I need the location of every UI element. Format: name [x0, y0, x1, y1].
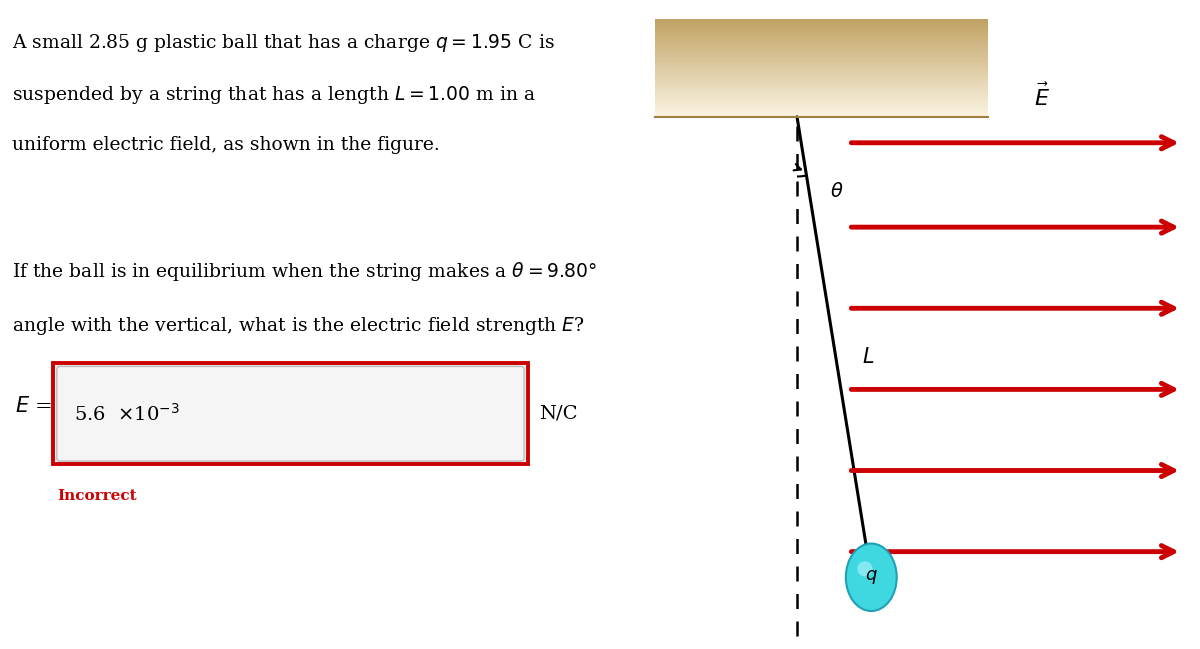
Bar — [655, 65, 988, 68]
Bar — [655, 107, 988, 110]
Text: 5.6  $\times$10$^{-3}$: 5.6 $\times$10$^{-3}$ — [74, 403, 180, 424]
Bar — [655, 62, 988, 65]
Text: $\theta$: $\theta$ — [830, 182, 844, 201]
Bar — [655, 23, 988, 26]
Text: Incorrect: Incorrect — [58, 489, 137, 503]
Bar — [655, 36, 988, 39]
Text: A small 2.85 g plastic ball that has a charge $q = 1.95$ C is: A small 2.85 g plastic ball that has a c… — [12, 32, 556, 55]
Bar — [655, 110, 988, 114]
Bar — [655, 101, 988, 104]
Bar — [655, 55, 988, 58]
Bar — [655, 104, 988, 107]
Text: $q$: $q$ — [865, 569, 877, 586]
Bar — [655, 19, 988, 23]
Bar — [655, 49, 988, 52]
Bar — [655, 45, 988, 49]
Ellipse shape — [846, 543, 896, 611]
Text: $\vec{E}$: $\vec{E}$ — [1034, 84, 1050, 111]
Bar — [655, 97, 988, 101]
Bar — [655, 42, 988, 45]
Bar — [655, 26, 988, 29]
FancyBboxPatch shape — [53, 363, 528, 464]
Bar — [655, 75, 988, 78]
Text: suspended by a string that has a length $L = 1.00$ m in a: suspended by a string that has a length … — [12, 84, 536, 106]
Bar — [655, 94, 988, 97]
Bar — [655, 81, 988, 84]
Text: $L$: $L$ — [862, 347, 875, 367]
Bar — [655, 29, 988, 32]
Bar — [655, 39, 988, 42]
Bar — [655, 78, 988, 81]
Bar — [655, 88, 988, 91]
Text: $E$ =: $E$ = — [16, 396, 53, 415]
Text: angle with the vertical, what is the electric field strength $E$?: angle with the vertical, what is the ele… — [12, 315, 586, 337]
Bar — [655, 71, 988, 75]
FancyBboxPatch shape — [56, 367, 524, 461]
Text: N/C: N/C — [540, 405, 578, 422]
Bar — [655, 91, 988, 94]
Bar — [655, 114, 988, 117]
Bar — [655, 84, 988, 88]
Bar — [655, 68, 988, 71]
Bar — [655, 32, 988, 36]
Bar — [655, 52, 988, 55]
Text: uniform electric field, as shown in the figure.: uniform electric field, as shown in the … — [12, 136, 440, 154]
Text: If the ball is in equilibrium when the string makes a $\theta = 9.80°$: If the ball is in equilibrium when the s… — [12, 260, 598, 282]
Bar — [655, 58, 988, 62]
Ellipse shape — [857, 561, 872, 576]
